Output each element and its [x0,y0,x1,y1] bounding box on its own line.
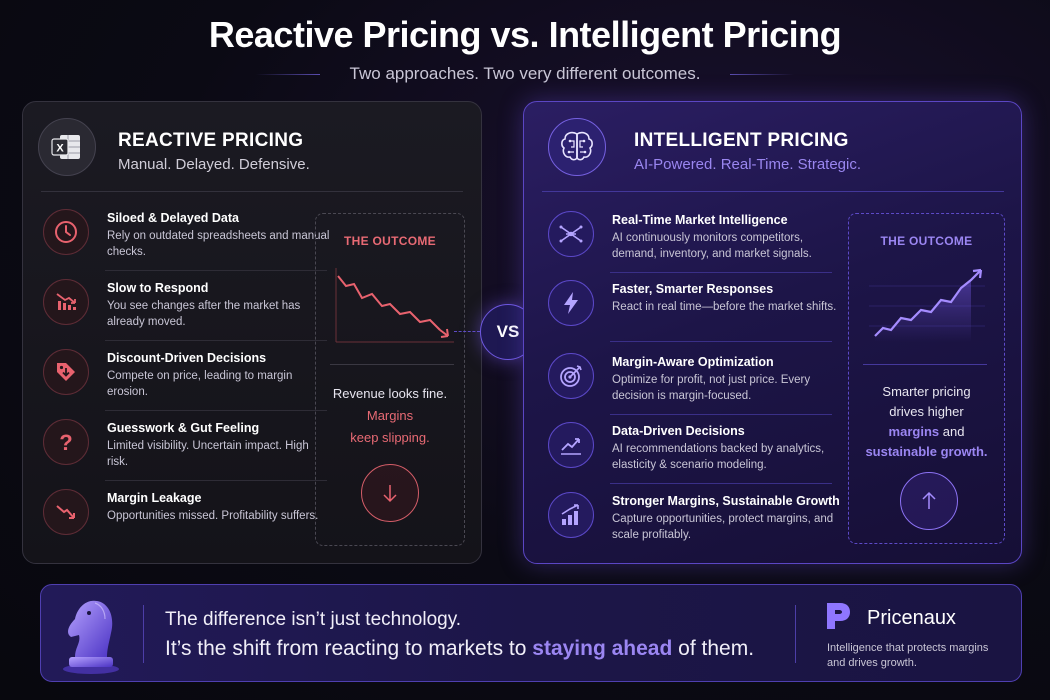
outcome-divider [863,364,987,365]
reactive-item-slow-respond: Slow to Respond You see changes after th… [41,275,327,341]
item-title: Slow to Respond [107,281,209,295]
outcome-label: THE OUTCOME [880,234,973,248]
subtitle-divider-left [256,74,320,75]
item-description: Rely on outdated spreadsheets and manual… [107,230,330,258]
intelligent-item-margin-optimization: Margin-Aware Optimization Optimize for p… [546,349,836,415]
item-description: Capture opportunities, protect margins, … [612,513,834,541]
reactive-title: REACTIVE PRICING [118,130,304,151]
intelligent-title: INTELLIGENT PRICING [634,130,849,151]
vs-connector-left [454,331,480,332]
brand-tagline: Intelligence that protects margins and d… [827,642,989,669]
outcome-label: THE OUTCOME [344,234,436,248]
item-separator [610,414,832,415]
spreadsheet-icon: X [38,118,96,176]
intelligent-item-faster-responses: Faster, Smarter Responses React in real … [546,276,836,342]
svg-text:?: ? [59,430,72,455]
outcome-line-3: keep slipping. [350,430,430,445]
item-separator [105,340,327,341]
reactive-item-guesswork: ? Guesswork & Gut Feeling Limited visibi… [41,415,327,481]
chess-knight-icon [63,600,119,674]
outcome-line-4: sustainable growth. [865,444,988,459]
item-description: AI continuously monitors competitors, de… [612,232,812,260]
item-title: Stronger Margins, Sustainable Growth [612,494,840,508]
svg-text:X: X [56,143,64,155]
reactive-item-margin-leakage: Margin Leakage Opportunities missed. Pro… [41,485,327,547]
item-title: Siloed & Delayed Data [107,211,239,225]
intelligent-tagline: AI-Powered. Real-Time. Strategic. [634,156,862,173]
item-separator [105,410,327,411]
intelligent-pricing-panel: INTELLIGENT PRICING AI-Powered. Real-Tim… [523,101,1022,564]
item-separator [610,272,832,273]
trend-line-icon [548,422,594,468]
down-arrow-icon [361,464,419,522]
intelligent-outcome-box: THE OUTCOME Smarter pricing drives highe… [848,213,1005,544]
outcome-divider [330,364,454,365]
network-icon [548,211,594,257]
outcome-highlight-margins: margins [888,424,940,439]
item-description: Optimize for profit, not just price. Eve… [612,374,811,402]
page-subtitle: Two approaches. Two very different outco… [349,64,701,83]
item-description: Limited visibility. Uncertain impact. Hi… [107,440,309,468]
reactive-item-discount-driven: Discount-Driven Decisions Compete on pri… [41,345,327,411]
intelligent-item-stronger-margins: Stronger Margins, Sustainable Growth Cap… [546,488,840,550]
summary-banner: The difference isn’t just technology. It… [40,584,1022,682]
item-separator [105,480,327,481]
reactive-divider [41,191,463,192]
brain-circuit-icon [548,118,606,176]
intelligent-divider [542,191,1004,192]
item-separator [105,270,327,271]
item-separator [610,483,832,484]
downtrend-arrow-icon [43,489,89,535]
page-title: Reactive Pricing vs. Intelligent Pricing [208,14,842,55]
outcome-line-2: drives higher [849,402,1004,422]
intelligent-item-market-intelligence: Real-Time Market Intelligence AI continu… [546,207,836,273]
item-description: React in real time—before the market shi… [612,301,837,313]
brand-name: Pricenaux [867,607,956,629]
clock-icon [43,209,89,255]
outcome-line-3-rest: and [939,424,965,439]
question-icon: ? [43,419,89,465]
item-title: Data-Driven Decisions [612,424,745,438]
outcome-line-2-text: drives higher [889,404,964,419]
outcome-line-2: Margins [366,408,414,423]
up-arrow-icon [900,472,958,530]
declining-bars-icon [43,279,89,325]
banner-divider-left [143,605,144,663]
reactive-tagline: Manual. Delayed. Defensive. [118,156,310,173]
pricenaux-logo-icon [827,603,850,629]
banner-line-2: It’s the shift from reacting to markets … [165,637,754,661]
item-description: AI recommendations backed by analytics, … [612,443,825,471]
item-title: Faster, Smarter Responses [612,282,774,296]
banner-highlight: staying ahead [532,637,673,660]
item-title: Margin Leakage [107,491,202,505]
reactive-pricing-panel: X REACTIVE PRICING Manual. Delayed. Defe… [22,101,482,564]
item-description: Opportunities missed. Profitability suff… [107,510,319,522]
item-title: Real-Time Market Intelligence [612,213,788,227]
uptrend-chart-icon [869,268,985,342]
downtrend-chart-icon [335,268,454,343]
lightning-icon [548,280,594,326]
subtitle-divider-right [730,74,794,75]
item-separator [610,341,832,342]
item-description: You see changes after the market has alr… [107,300,301,328]
growth-bars-icon [548,492,594,538]
banner-line-1: The difference isn’t just technology. [165,609,462,630]
target-icon [548,353,594,399]
price-tag-icon [43,349,89,395]
banner-divider-right [795,605,796,663]
item-title: Discount-Driven Decisions [107,351,267,365]
item-title: Guesswork & Gut Feeling [107,421,260,435]
item-title: Margin-Aware Optimization [612,355,774,369]
reactive-item-siloed-data: Siloed & Delayed Data Rely on outdated s… [41,205,330,271]
outcome-line-1: Smarter pricing [882,384,971,399]
intelligent-item-data-driven: Data-Driven Decisions AI recommendations… [546,418,836,484]
banner-line-2-start: It’s the shift from reacting to markets … [165,637,533,660]
banner-line-2-end: of them. [672,637,755,660]
item-description: Compete on price, leading to margin eros… [107,370,293,398]
outcome-line-3: margins and [849,422,1004,442]
reactive-outcome-box: THE OUTCOME Revenue looks fine. Margins … [315,213,465,546]
outcome-line-1: Revenue looks fine. [332,386,448,401]
